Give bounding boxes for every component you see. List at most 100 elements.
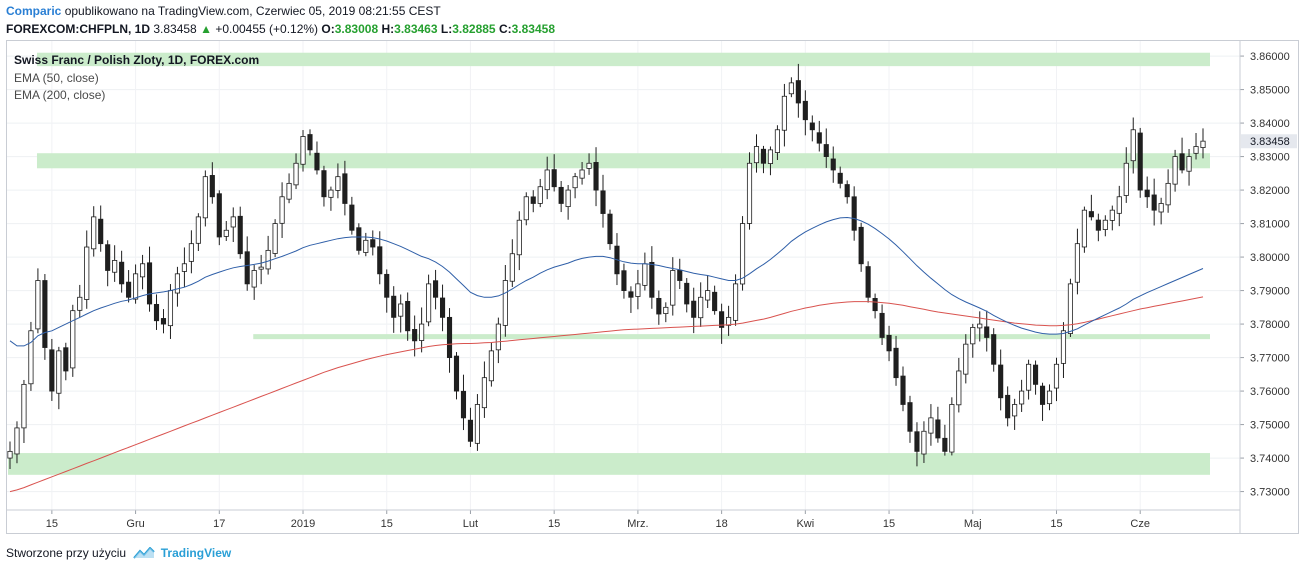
candle-body — [293, 162, 299, 186]
sr-zone — [36, 153, 1211, 169]
candle-body — [984, 326, 990, 338]
candle-body — [167, 290, 174, 327]
low-label: L: — [440, 22, 453, 36]
candle-body — [649, 261, 655, 298]
sr-zone — [36, 52, 1211, 67]
y-tick-label: 3.80000 — [1250, 252, 1290, 264]
y-tick-label: 3.85000 — [1250, 85, 1290, 97]
candles — [7, 63, 1206, 469]
candle-body — [921, 430, 927, 455]
candle-body — [893, 347, 899, 379]
candle-body — [328, 189, 334, 198]
candle-body — [139, 263, 146, 278]
candle-body — [914, 431, 920, 452]
candle-body — [28, 330, 34, 385]
candle-body — [412, 329, 418, 342]
candle-body — [174, 273, 181, 294]
candle-body — [977, 323, 983, 329]
candle-body — [112, 260, 118, 273]
candle-body — [712, 291, 718, 312]
candle-body — [1053, 363, 1060, 389]
candle-body — [593, 162, 599, 191]
candle-body — [719, 311, 725, 328]
candle-body — [1019, 390, 1025, 405]
candle-body — [146, 262, 153, 305]
candle-body — [1193, 146, 1199, 154]
candle-body — [488, 350, 494, 382]
candle-body — [537, 186, 543, 204]
candle-body — [774, 129, 780, 153]
candle-body — [321, 170, 327, 198]
low-value: 3.82885 — [452, 22, 496, 36]
candle-body — [509, 253, 515, 282]
tradingview-link[interactable]: TradingView — [160, 546, 232, 560]
x-tick-label: Lut — [463, 518, 478, 530]
candle-body — [726, 316, 732, 326]
candle-body — [181, 263, 187, 272]
chart-frame[interactable] — [6, 40, 1299, 534]
candle-body — [279, 196, 285, 224]
y-tick-label: 3.78000 — [1250, 319, 1290, 331]
candle-body — [781, 95, 787, 131]
candle-body — [991, 334, 997, 365]
candle-body — [516, 219, 522, 256]
x-tick-label: 15 — [381, 518, 393, 530]
last-price-marker — [1241, 134, 1297, 149]
candle-body — [663, 306, 669, 314]
candle-body — [98, 218, 104, 245]
y-tick-label: 3.82000 — [1250, 185, 1290, 197]
candle-body — [223, 229, 229, 237]
candle-body — [1172, 156, 1178, 185]
ema200-line — [9, 296, 1204, 493]
candle-body — [216, 193, 222, 238]
candle-body — [398, 303, 404, 317]
candle-body — [837, 172, 843, 184]
candle-body — [677, 269, 683, 281]
y-tick-label: 3.86000 — [1250, 51, 1290, 63]
candle-body — [419, 323, 425, 341]
x-tick-label: Kwi — [796, 518, 814, 530]
candle-body — [1116, 196, 1122, 214]
candle-body — [244, 251, 250, 285]
candle-body — [356, 227, 362, 251]
symbol-label: FOREXCOM:CHFPLN, 1D — [6, 22, 150, 36]
candle-body — [49, 349, 55, 392]
x-tick-label: Maj — [964, 518, 982, 530]
brand-link[interactable]: Comparic — [6, 4, 62, 18]
candle-body — [949, 404, 955, 453]
candle-body — [91, 216, 97, 250]
x-tick-label: Gru — [126, 518, 144, 530]
y-tick-label: 3.81000 — [1250, 219, 1290, 231]
candle-body — [237, 215, 243, 255]
candle-body — [900, 375, 906, 405]
x-tick-label: 15 — [46, 518, 58, 530]
candle-body — [684, 282, 690, 305]
y-tick-label: 3.73000 — [1250, 487, 1290, 499]
x-tick-label: 18 — [715, 518, 727, 530]
candle-body — [572, 176, 578, 189]
candle-body — [788, 82, 794, 95]
candle-body — [600, 190, 606, 214]
candle-body — [1123, 162, 1129, 196]
open-value: 3.83008 — [334, 22, 379, 36]
tradingview-logo-icon — [133, 547, 156, 559]
candle-body — [530, 196, 536, 204]
candle-body — [300, 136, 306, 165]
candle-body — [1144, 189, 1150, 198]
candle-body — [1026, 363, 1032, 391]
candle-body — [349, 204, 355, 231]
candle-body — [272, 223, 278, 254]
candle-body — [35, 280, 41, 330]
candle-body — [230, 216, 236, 228]
candle-body — [865, 266, 871, 298]
candle-body — [844, 184, 850, 198]
x-tick-label: 15 — [1050, 518, 1062, 530]
candle-body — [1005, 394, 1011, 419]
candle-body — [1012, 404, 1018, 417]
candle-body — [642, 263, 648, 286]
candle-body — [1039, 385, 1046, 405]
candle-body — [523, 196, 529, 221]
candle-body — [14, 427, 20, 455]
candle-body — [830, 158, 836, 171]
